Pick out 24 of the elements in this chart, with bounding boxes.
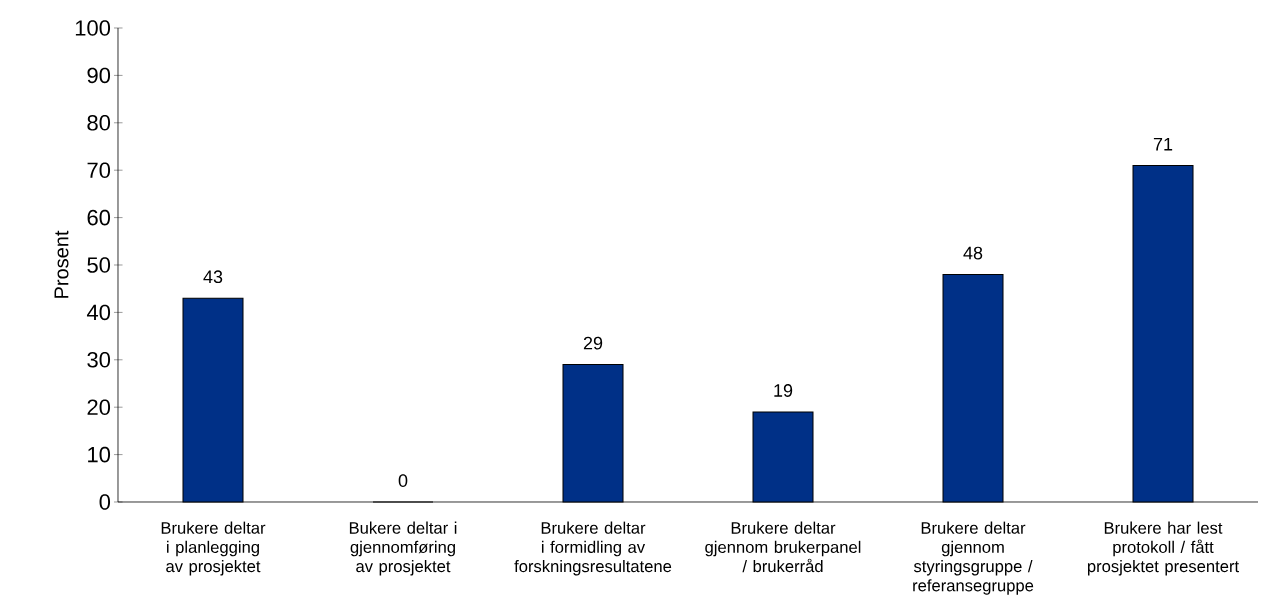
data-label: 29	[583, 336, 603, 350]
y-tick-label: 20	[87, 399, 111, 415]
y-axis-title: Prosent	[54, 230, 69, 298]
y-tick-label: 0	[99, 494, 111, 510]
y-tick-label: 100	[75, 20, 111, 36]
x-tick-label: Brukere deltar gjennom styringsgruppe / referansegruppe	[913, 521, 1034, 595]
y-tick-label: 50	[87, 257, 111, 273]
y-tick-label: 10	[88, 446, 111, 463]
x-tick-label: Brukere deltar i planlegging av prosjektet	[161, 521, 266, 576]
y-tick-label: 90	[87, 67, 111, 84]
x-tick-label: Brukere deltar gjennom brukerpanel / brukerråd	[705, 521, 861, 573]
data-label: 19	[774, 384, 793, 397]
data-label: 48	[963, 246, 983, 260]
data-label: 71	[1153, 138, 1173, 151]
y-tick-label: 80	[87, 115, 111, 131]
x-tick-label: Brukere deltar i formidling av forskningsresultatene	[514, 521, 672, 576]
x-tick-label: Brukere har lest protokoll / fått prosjektet presentert	[1087, 521, 1239, 576]
y-tick-label: 70	[87, 162, 111, 178]
data-label: 43	[203, 270, 223, 284]
y-tick-label: 30	[87, 352, 111, 368]
x-tick-label: Bukere deltar i gjennomføring av prosjektet	[349, 521, 457, 576]
y-tick-label: 60	[87, 209, 111, 226]
data-label: 0	[398, 474, 408, 487]
y-tick-label: 40	[86, 304, 111, 321]
